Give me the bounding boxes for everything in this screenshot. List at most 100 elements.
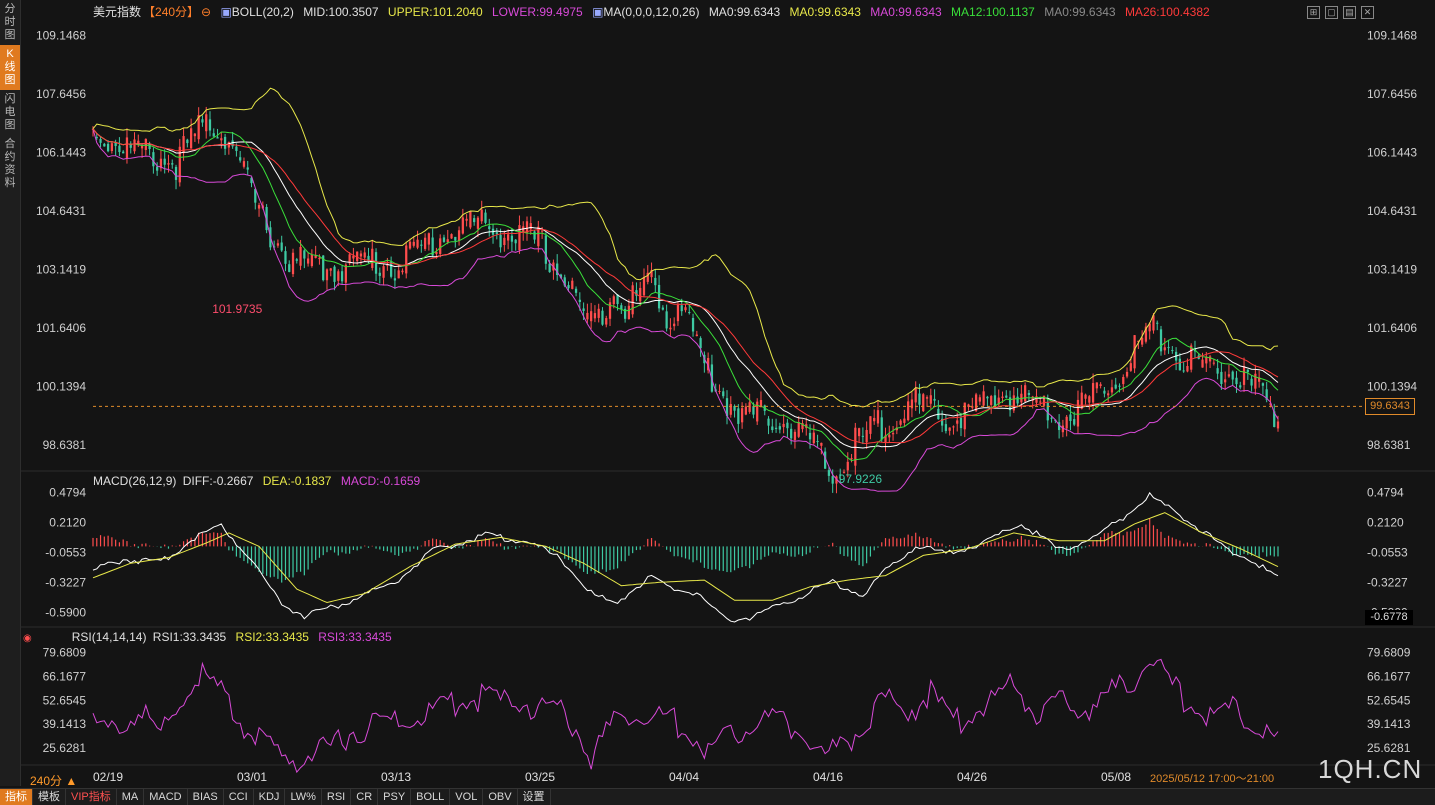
toolbar-button-3[interactable]: MA <box>117 789 145 805</box>
date-tick-5: 04/16 <box>813 770 843 784</box>
candle-body <box>839 474 842 476</box>
candle-body <box>910 399 914 409</box>
toolbar-button-15[interactable]: 设置 <box>518 789 551 805</box>
candle-body <box>869 416 872 434</box>
rsi-marker-icon[interactable]: ◉ <box>23 633 32 644</box>
candle-body <box>1042 395 1046 406</box>
candle-body <box>276 243 280 246</box>
high-annotation: 101.9735 <box>212 302 262 316</box>
candle-body <box>752 406 755 415</box>
split-icon[interactable]: ▤ <box>1343 6 1356 19</box>
toolbar-button-0[interactable]: 指标 <box>0 789 33 805</box>
candle-body <box>608 302 612 319</box>
candle-body <box>748 402 751 412</box>
candle-body <box>1001 396 1004 398</box>
candle-body <box>144 138 147 150</box>
candle-body <box>1163 347 1166 351</box>
macd-legend: MACD(26,12,9) DIFF:-0.2667 DEA:-0.1837 M… <box>93 474 426 488</box>
toolbar-button-14[interactable]: OBV <box>483 789 518 805</box>
toolbar-button-11[interactable]: PSY <box>378 789 412 805</box>
toolbar-button-8[interactable]: LW% <box>285 789 322 805</box>
candle-body <box>544 235 547 264</box>
ma26: MA26:100.4382 <box>1124 5 1210 19</box>
candle-body <box>446 239 449 243</box>
candle-body <box>291 252 295 275</box>
candle-body <box>771 426 774 431</box>
candle-body <box>639 287 642 302</box>
price-tick-left-2: 106.1443 <box>36 146 86 160</box>
zoom-icon[interactable]: ⊖ <box>201 5 212 19</box>
candle-body <box>601 310 604 325</box>
rsi-tick-right-0: 79.6809 <box>1367 646 1411 660</box>
candle-body <box>971 406 974 408</box>
toolbar-button-2[interactable]: VIP指标 <box>66 789 117 805</box>
period-label-top[interactable]: 【240分】 <box>143 5 200 19</box>
candle-body <box>457 230 461 241</box>
toolbar-button-5[interactable]: BIAS <box>188 789 224 805</box>
candle-body <box>1276 421 1280 429</box>
candle-body <box>1239 385 1242 388</box>
candle-body <box>854 427 857 466</box>
candle-body <box>729 403 732 415</box>
candle-body <box>1005 395 1008 398</box>
price-tick-right-6: 100.1394 <box>1367 380 1417 394</box>
toolbar-button-1[interactable]: 模板 <box>33 789 66 805</box>
candle-body <box>431 237 434 256</box>
candle-body <box>171 163 174 165</box>
candle-body <box>480 209 483 222</box>
candle-body <box>325 269 329 281</box>
candle-body <box>891 433 895 435</box>
macd-dea-line <box>92 512 1279 604</box>
price-tick-right-2: 106.1443 <box>1367 146 1417 160</box>
toolbar-button-7[interactable]: KDJ <box>254 789 286 805</box>
candle-body <box>378 272 381 276</box>
candle-body <box>597 308 600 318</box>
indicator-icon-2[interactable]: ▣ <box>592 5 604 19</box>
sidebar-tab-3[interactable]: 合约资料 <box>4 138 16 189</box>
ma12: MA12:100.1137 <box>951 5 1035 19</box>
candle-body <box>620 305 623 310</box>
candle-body <box>1178 358 1182 371</box>
last-price-tag: 99.6343 <box>1365 398 1415 416</box>
macd-tick-right-3: -0.3227 <box>1367 576 1408 590</box>
candle-body <box>884 435 887 442</box>
candle-body <box>499 234 502 248</box>
toolbar-button-4[interactable]: MACD <box>144 789 188 805</box>
candle-body <box>163 158 166 165</box>
toolbar-button-10[interactable]: CR <box>351 789 379 805</box>
candle-body <box>133 139 136 152</box>
toolbar-button-6[interactable]: CCI <box>224 789 254 805</box>
toolbar-button-13[interactable]: VOL <box>450 789 484 805</box>
sidebar-tab-0[interactable]: 分时图 <box>4 3 16 41</box>
candle-body <box>922 394 925 412</box>
candle-body <box>201 119 204 123</box>
price-tick-left-7: 98.6381 <box>43 438 87 452</box>
period-selector[interactable]: 240分 ▲ <box>30 774 78 788</box>
candle-body <box>1269 403 1272 405</box>
candle-body <box>835 476 838 484</box>
candle-body <box>1050 417 1053 419</box>
toolbar-button-9[interactable]: RSI <box>322 789 352 805</box>
candle-body <box>129 143 132 148</box>
candle-body <box>318 257 321 260</box>
restore-icon[interactable]: ▢ <box>1325 6 1338 19</box>
candle-body <box>250 177 253 184</box>
candle-body <box>986 396 989 399</box>
settings-icon[interactable]: ⊞ <box>1307 6 1320 19</box>
candle-body <box>333 266 336 282</box>
candle-body <box>257 205 261 209</box>
toolbar-button-12[interactable]: BOLL <box>411 789 451 805</box>
candle-body <box>574 288 578 293</box>
brand-watermark: 1QH.CN <box>1318 754 1423 784</box>
candle-body <box>1246 369 1249 373</box>
candle-body <box>605 318 608 325</box>
candle-body <box>1227 374 1231 377</box>
close-icon[interactable]: ✕ <box>1361 6 1374 19</box>
sidebar-tab-2[interactable]: 闪电图 <box>4 93 16 131</box>
candle-body <box>1220 371 1223 384</box>
candle-body <box>948 427 951 431</box>
candle-body <box>657 284 661 309</box>
indicator-icon[interactable]: ▣ <box>220 5 232 19</box>
